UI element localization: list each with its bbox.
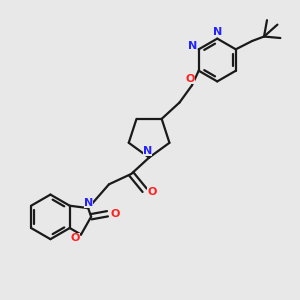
Text: O: O (110, 209, 120, 219)
Text: N: N (213, 27, 222, 37)
Text: O: O (147, 187, 157, 197)
Text: N: N (83, 198, 93, 208)
Text: N: N (188, 41, 197, 51)
Text: O: O (186, 74, 195, 84)
Text: O: O (71, 232, 80, 242)
Text: N: N (143, 146, 152, 156)
